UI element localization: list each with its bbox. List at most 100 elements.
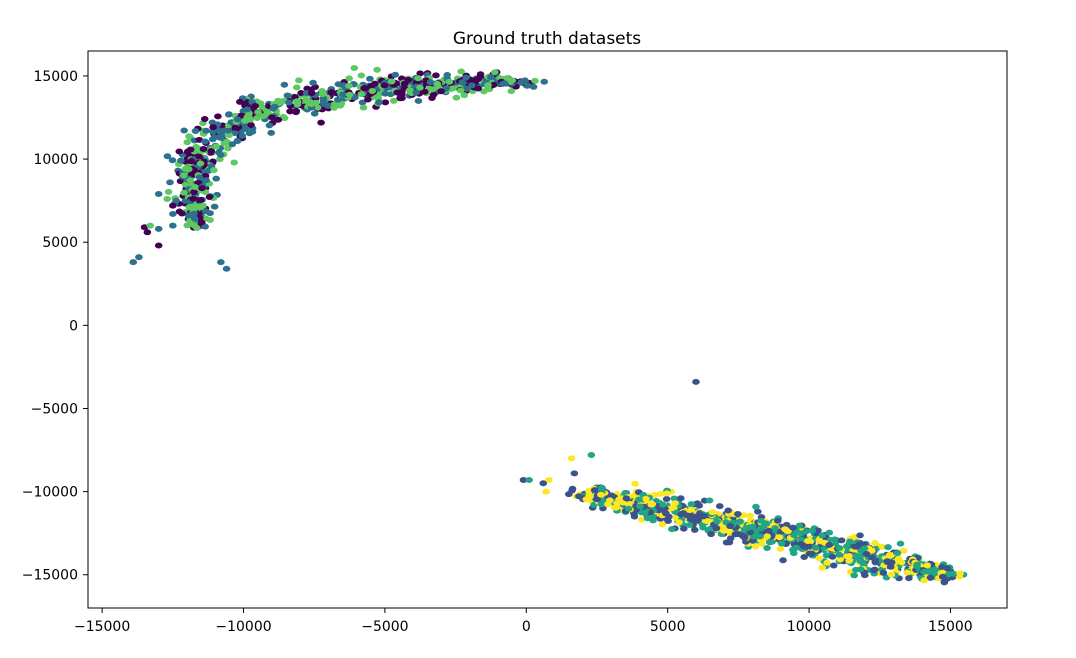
data-point	[690, 526, 699, 533]
data-point	[797, 540, 805, 547]
data-point	[202, 127, 211, 134]
data-point	[792, 544, 800, 551]
data-point	[802, 528, 810, 535]
data-point	[176, 178, 185, 185]
data-point	[452, 94, 461, 101]
data-point	[201, 215, 210, 222]
data-point	[163, 195, 171, 202]
data-point	[879, 569, 888, 576]
data-point	[177, 157, 185, 164]
data-point	[529, 83, 538, 90]
data-point	[818, 532, 826, 539]
data-point	[687, 501, 696, 508]
data-point	[190, 215, 199, 222]
x-tick-label: −10000	[215, 619, 271, 635]
x-tick-label: −5000	[361, 619, 408, 635]
data-point	[186, 177, 194, 184]
data-point	[364, 96, 372, 103]
data-point	[856, 566, 865, 573]
data-point	[525, 476, 533, 483]
data-point	[713, 518, 721, 525]
data-point	[180, 172, 188, 179]
data-point	[180, 189, 188, 196]
data-point	[913, 561, 921, 568]
data-point	[154, 225, 163, 232]
data-point	[624, 505, 633, 512]
data-point	[228, 141, 237, 148]
data-point	[826, 537, 835, 544]
data-point	[503, 75, 511, 82]
data-point	[389, 97, 398, 104]
data-point	[585, 488, 593, 495]
data-point	[836, 556, 845, 563]
data-point	[198, 185, 206, 192]
y-tick-label: −5000	[31, 401, 78, 417]
data-point	[457, 68, 465, 75]
data-point	[703, 518, 712, 525]
data-point	[835, 544, 844, 551]
data-point	[871, 559, 880, 566]
data-point	[143, 229, 152, 236]
data-point	[692, 378, 700, 385]
data-point	[222, 265, 231, 272]
data-point	[212, 175, 220, 182]
data-point	[659, 501, 667, 508]
data-point	[940, 579, 949, 586]
data-point	[146, 222, 155, 229]
data-point	[324, 102, 332, 109]
data-point	[740, 534, 749, 541]
data-point	[868, 554, 876, 561]
data-point	[845, 557, 853, 564]
data-point	[751, 543, 760, 550]
data-point	[183, 139, 192, 146]
data-point	[635, 496, 643, 503]
data-point	[257, 102, 265, 109]
data-point	[649, 517, 657, 524]
data-point	[426, 79, 435, 86]
data-point	[491, 69, 499, 76]
data-point	[878, 543, 886, 550]
data-point	[428, 86, 437, 93]
data-point	[212, 143, 220, 150]
data-point	[726, 535, 735, 542]
data-point	[683, 512, 692, 519]
y-tick-label: 0	[69, 318, 78, 334]
data-point	[460, 92, 469, 99]
data-point	[178, 210, 186, 217]
data-point	[345, 75, 353, 82]
data-point	[216, 152, 225, 159]
data-point	[642, 495, 650, 502]
x-tick-label: 10000	[787, 619, 832, 635]
data-point	[651, 491, 659, 498]
data-point	[190, 189, 198, 196]
data-point	[181, 165, 190, 172]
data-point	[357, 72, 366, 79]
data-point	[286, 108, 294, 115]
data-point	[677, 511, 685, 518]
data-point	[309, 79, 317, 86]
data-point	[850, 572, 858, 579]
data-point	[357, 91, 366, 98]
data-point	[763, 544, 771, 551]
data-point	[797, 536, 805, 543]
data-point	[923, 562, 932, 569]
x-tick-label: −15000	[74, 619, 130, 635]
data-point	[657, 490, 665, 497]
plot-area-frame	[87, 50, 1008, 609]
data-point	[169, 210, 177, 217]
data-point	[210, 203, 219, 210]
data-point	[775, 534, 784, 541]
data-point	[247, 121, 255, 128]
data-point	[387, 78, 396, 85]
data-point	[307, 90, 316, 97]
data-point	[779, 557, 787, 564]
data-point	[196, 204, 205, 211]
data-point	[381, 90, 389, 97]
data-point	[243, 106, 251, 113]
data-point	[190, 210, 198, 217]
data-point	[852, 552, 861, 559]
data-point	[789, 550, 798, 557]
data-point	[647, 501, 656, 508]
data-point	[593, 496, 601, 503]
